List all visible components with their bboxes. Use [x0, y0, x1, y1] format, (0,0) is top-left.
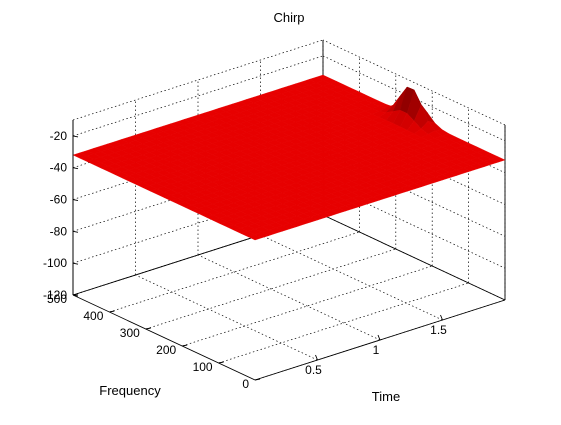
x-tick-label: 1: [373, 343, 380, 357]
y-axis-label: Frequency: [99, 383, 161, 398]
y-tick-label: 300: [120, 326, 140, 340]
grid-line: [322, 214, 506, 301]
y-tick-mark: [254, 378, 261, 381]
x-tick-mark: [440, 314, 443, 321]
surface: [72, 74, 506, 241]
x-tick-mark: [377, 334, 381, 341]
y-tick-label: 0: [242, 377, 249, 391]
y-tick-label: 500: [47, 292, 67, 306]
y-tick-mark: [218, 361, 224, 364]
z-tick-label: -80: [50, 224, 68, 238]
grid-line: [135, 274, 318, 361]
axis-ticks: 0.5 1 1.5 0 100 200 300 400 500 -20 -40 -60 -80 -100 -…: [43, 129, 447, 391]
z-tick-mark: [72, 230, 79, 233]
x-tick-mark: [315, 354, 318, 361]
z-tick-label: -60: [50, 193, 68, 207]
y-axis-line: [72, 294, 256, 381]
z-tick-label: -20: [50, 129, 68, 143]
grid-line: [260, 234, 443, 321]
z-tick-mark: [72, 167, 79, 170]
grid-line: [197, 254, 381, 341]
y-tick-label: 100: [193, 360, 213, 374]
grid-line: [322, 39, 506, 126]
z-tick-label: -100: [43, 256, 67, 270]
x-tick-label: 0.5: [305, 363, 322, 377]
surface-patch: [247, 234, 263, 241]
y-tick-mark: [109, 310, 115, 313]
y-tick-label: 200: [156, 343, 176, 357]
y-tick-label: 400: [83, 309, 103, 323]
chart-title: Chirp: [273, 10, 304, 25]
z-tick-label: -120: [43, 288, 67, 302]
y-tick-mark: [182, 344, 188, 347]
z-tick-mark: [72, 294, 79, 297]
z-tick-mark: [72, 262, 79, 265]
z-tick-mark: [72, 199, 79, 201]
z-tick-mark: [72, 135, 79, 138]
x-axis-label: Time: [372, 389, 400, 404]
x-tick-label: 1.5: [430, 323, 447, 337]
y-tick-mark: [145, 327, 151, 330]
z-tick-label: -40: [50, 161, 68, 175]
